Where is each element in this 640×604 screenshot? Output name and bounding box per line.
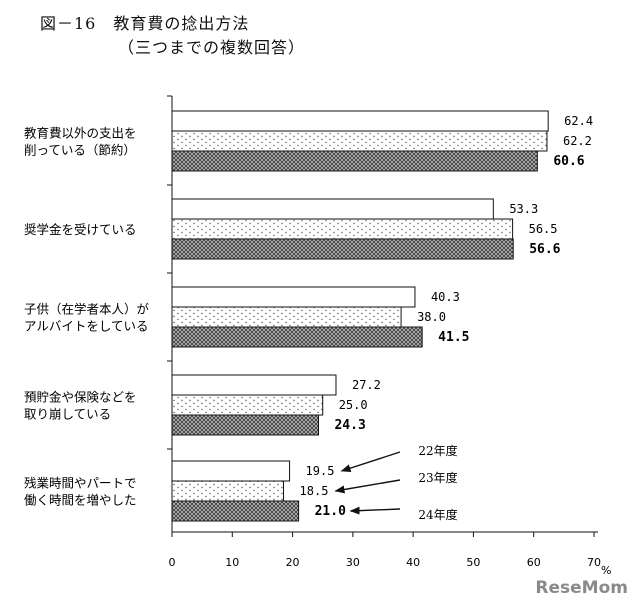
value-label-3-1: 40.3 xyxy=(431,290,460,304)
category-label: 残業時間やパートで xyxy=(24,476,137,491)
x-tick-label: 70 xyxy=(587,556,601,569)
legend-label: 23年度 xyxy=(418,470,457,485)
bar-2-2 xyxy=(171,218,514,240)
category-label: 教育費以外の支出を xyxy=(24,126,137,141)
category-label: 働く時間を増やした xyxy=(24,493,137,508)
bar-3-1 xyxy=(171,286,416,308)
legend-arrow xyxy=(340,451,401,473)
bar-3-2 xyxy=(171,306,402,328)
value-label-5-2: 18.5 xyxy=(300,484,329,498)
bar-4-3 xyxy=(171,414,319,436)
category-label: 奨学金を受けている xyxy=(24,222,137,237)
bar-2-1 xyxy=(171,198,494,220)
bar-1-2 xyxy=(171,130,548,152)
value-label-3-3: 41.5 xyxy=(438,330,469,345)
value-label-1-1: 62.4 xyxy=(564,114,593,128)
bar-3-3 xyxy=(171,326,423,348)
bar-5-2 xyxy=(171,480,285,502)
resemom-watermark: ReseMom xyxy=(535,578,628,598)
x-tick-label: 50 xyxy=(466,556,480,569)
category-label: 預貯金や保険などを xyxy=(24,390,137,405)
value-label-4-3: 24.3 xyxy=(334,418,365,433)
value-label-4-1: 27.2 xyxy=(352,378,381,392)
legend-arrow xyxy=(349,506,401,515)
value-label-2-2: 56.5 xyxy=(529,222,558,236)
value-label-5-1: 19.5 xyxy=(306,464,335,478)
bar-1-1 xyxy=(171,110,549,132)
category-label: 子供（在学者本人）が xyxy=(24,302,150,317)
category-label: アルバイトをしている xyxy=(24,319,149,334)
value-label-4-2: 25.0 xyxy=(339,398,368,412)
value-label-5-3: 21.0 xyxy=(315,504,346,519)
x-unit-label: % xyxy=(601,564,611,577)
value-label-3-2: 38.0 xyxy=(417,310,446,324)
x-tick-label: 0 xyxy=(169,556,176,569)
value-label-1-2: 62.2 xyxy=(563,134,592,148)
x-tick-label: 60 xyxy=(527,556,541,569)
x-tick-label: 30 xyxy=(346,556,360,569)
bar-5-1 xyxy=(171,460,291,482)
legend-label: 22年度 xyxy=(418,443,457,458)
bar-2-3 xyxy=(171,238,514,260)
bar-4-2 xyxy=(171,394,324,416)
x-tick-label: 20 xyxy=(286,556,300,569)
x-tick-label: 40 xyxy=(406,556,420,569)
legend-label: 24年度 xyxy=(418,507,457,522)
value-label-2-3: 56.6 xyxy=(529,242,560,257)
bar-1-3 xyxy=(171,150,538,172)
bar-5-3 xyxy=(171,500,300,522)
chart-subtitle: （三つまでの複数回答） xyxy=(118,38,306,57)
category-label: 取り崩している xyxy=(24,407,111,422)
value-label-1-3: 60.6 xyxy=(553,154,584,169)
x-tick-label: 10 xyxy=(225,556,239,569)
bar-4-1 xyxy=(171,374,337,396)
legend-arrow xyxy=(334,479,401,494)
value-label-2-1: 53.3 xyxy=(509,202,538,216)
chart-title: 図－16 教育費の捻出方法 xyxy=(40,14,250,33)
category-label: 削っている（節約） xyxy=(24,143,136,158)
